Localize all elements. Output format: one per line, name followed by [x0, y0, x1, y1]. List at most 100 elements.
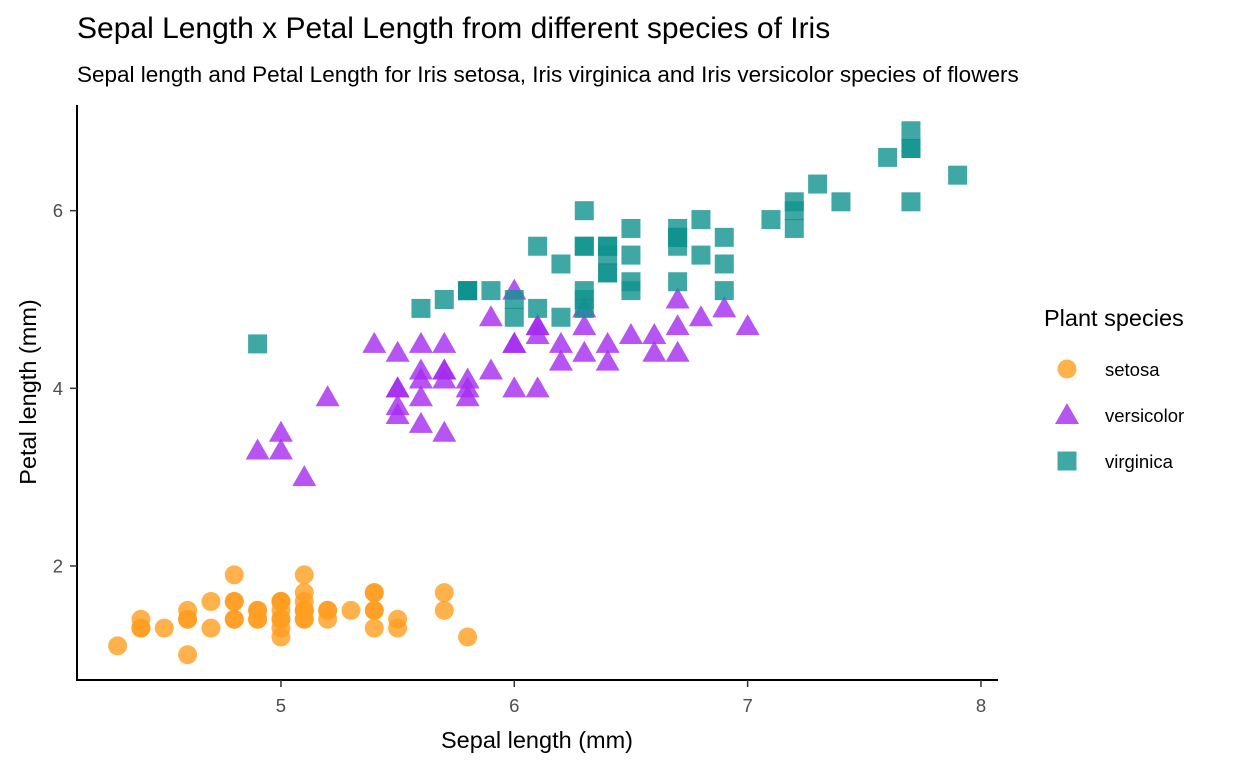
setosa-point [224, 609, 244, 629]
versicolor-point [525, 376, 550, 398]
versicolor-point [408, 385, 433, 407]
setosa-point [201, 618, 221, 638]
versicolor-point [268, 420, 293, 442]
virginica-point [831, 192, 851, 212]
virginica-point [621, 272, 641, 292]
versicolor-point [478, 305, 503, 327]
virginica-point [621, 245, 641, 265]
x-axis-ticks: 5 6 7 8 [276, 680, 986, 716]
versicolor-point [665, 340, 690, 362]
setosa-point [131, 618, 151, 638]
setosa-point [224, 591, 244, 611]
y-tick-label: 4 [53, 378, 63, 399]
setosa-point [271, 591, 291, 611]
versicolor-point [548, 349, 573, 371]
virginica-point [434, 290, 454, 310]
setosa-point [224, 565, 244, 585]
versicolor-point [502, 331, 527, 353]
versicolor-point [642, 340, 667, 362]
setosa-point [201, 591, 221, 611]
virginica-point [458, 281, 478, 301]
legend-key-triangle-icon [1055, 403, 1079, 424]
versicolor-point [688, 305, 713, 327]
y-tick-label: 2 [53, 555, 63, 576]
setosa-point [364, 600, 384, 620]
virginica-point [621, 218, 641, 238]
x-tick-label: 5 [276, 695, 286, 716]
setosa-point [434, 600, 454, 620]
data-points [108, 121, 968, 665]
versicolor-point [712, 296, 737, 318]
setosa-point [108, 636, 128, 656]
versicolor-point [525, 323, 550, 345]
versicolor-point [595, 331, 620, 353]
versicolor-point [572, 314, 597, 336]
legend-label: virginica [1105, 451, 1174, 472]
virginica-point [714, 254, 734, 274]
versicolor-point [408, 331, 433, 353]
virginica-point [714, 227, 734, 247]
series-virginica [248, 121, 968, 354]
chart-subtitle: Sepal length and Petal Length for Iris s… [77, 62, 1019, 87]
legend-label: setosa [1105, 359, 1160, 380]
versicolor-point [478, 358, 503, 380]
x-tick-label: 8 [976, 695, 986, 716]
setosa-point [364, 618, 384, 638]
virginica-point [504, 307, 524, 327]
virginica-point [714, 281, 734, 301]
versicolor-point [408, 411, 433, 433]
legend: Plant species setosa versicolor virginica [1044, 305, 1184, 472]
versicolor-point [315, 385, 340, 407]
y-tick-label: 6 [53, 200, 63, 221]
virginica-point [691, 245, 711, 265]
virginica-point [574, 290, 594, 310]
versicolor-point [432, 331, 457, 353]
setosa-point [178, 645, 198, 665]
series-versicolor [245, 278, 760, 487]
versicolor-point [572, 340, 597, 362]
versicolor-point [735, 314, 760, 336]
setosa-point [154, 618, 174, 638]
versicolor-point [385, 340, 410, 362]
virginica-point [901, 139, 921, 159]
virginica-point [598, 245, 618, 265]
setosa-point [248, 609, 268, 629]
setosa-point [434, 583, 454, 603]
setosa-point [178, 609, 198, 629]
versicolor-point [665, 314, 690, 336]
legend-title: Plant species [1044, 305, 1184, 331]
virginica-point [528, 298, 548, 318]
series-setosa [108, 565, 478, 665]
versicolor-point [362, 331, 387, 353]
virginica-point [901, 192, 921, 212]
virginica-point [504, 290, 524, 310]
legend-key-circle-icon [1057, 359, 1077, 379]
virginica-point [901, 121, 921, 141]
virginica-point [668, 272, 688, 292]
virginica-point [481, 281, 501, 301]
versicolor-point [292, 465, 317, 487]
versicolor-point [548, 331, 573, 353]
setosa-point [271, 609, 291, 629]
setosa-point [294, 565, 314, 585]
virginica-point [668, 227, 688, 247]
virginica-point [528, 236, 548, 256]
setosa-point [318, 600, 338, 620]
versicolor-point [618, 323, 643, 345]
versicolor-point [408, 358, 433, 380]
setosa-point [458, 627, 478, 647]
y-axis-ticks: 2 4 6 [53, 200, 77, 576]
virginica-point [948, 165, 968, 185]
virginica-point [598, 263, 618, 283]
virginica-point [248, 334, 268, 354]
versicolor-point [642, 323, 667, 345]
setosa-point [364, 583, 384, 603]
setosa-point [388, 618, 408, 638]
virginica-point [878, 147, 898, 167]
virginica-point [808, 174, 828, 194]
versicolor-point [502, 376, 527, 398]
virginica-point [574, 201, 594, 221]
virginica-point [691, 210, 711, 230]
virginica-point [574, 236, 594, 256]
